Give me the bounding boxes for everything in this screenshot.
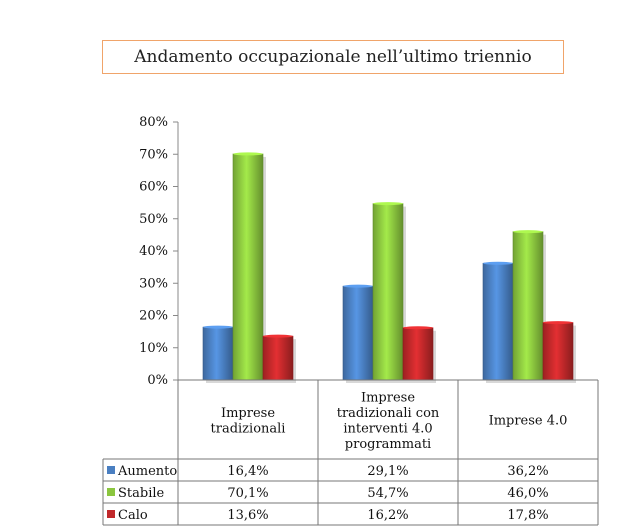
bar-calo — [262, 335, 294, 381]
data-label: 16,2% — [367, 508, 408, 523]
data-label: 29,1% — [367, 464, 408, 479]
legend-swatch-calo — [107, 510, 115, 518]
y-tick-label: 0% — [147, 373, 168, 388]
bar-top — [263, 334, 293, 338]
category-label: programmati — [345, 437, 431, 452]
data-label: 17,8% — [507, 508, 548, 523]
legend-label: Stabile — [118, 486, 165, 501]
bar-stabile — [512, 231, 544, 381]
y-tick-label: 70% — [139, 147, 168, 162]
legend-swatch-aumento — [107, 466, 115, 474]
legend-swatch-stabile — [107, 488, 115, 496]
bar-top — [513, 230, 543, 234]
category-label: Imprese — [221, 406, 275, 421]
bar-calo — [402, 327, 434, 381]
bar-top — [483, 261, 513, 265]
category-label: interventi 4.0 — [343, 421, 432, 436]
data-label: 70,1% — [227, 486, 268, 501]
y-tick-label: 10% — [139, 341, 168, 356]
bar-top — [403, 326, 433, 330]
category-label: Imprese 4.0 — [489, 414, 568, 429]
category-label: tradizionali — [211, 421, 286, 436]
bar-top — [343, 284, 373, 288]
data-label: 13,6% — [227, 508, 268, 523]
data-label: 46,0% — [507, 486, 548, 501]
bar-aumento — [342, 285, 374, 381]
bar-top — [233, 152, 263, 156]
data-label: 16,4% — [227, 464, 268, 479]
bar-top — [203, 325, 233, 329]
category-label: tradizionali con — [337, 406, 440, 421]
bar-top — [373, 202, 403, 206]
y-tick-label: 40% — [139, 244, 168, 259]
bar-calo — [542, 322, 574, 381]
legend-label: Calo — [118, 508, 148, 523]
data-label: 54,7% — [367, 486, 408, 501]
y-tick-label: 50% — [139, 212, 168, 227]
y-tick-label: 60% — [139, 180, 168, 195]
y-tick-label: 30% — [139, 276, 168, 291]
y-tick-label: 80% — [139, 115, 168, 130]
bar-top — [543, 321, 573, 325]
bar-stabile — [232, 153, 264, 381]
bar-aumento — [482, 262, 514, 381]
bar-aumento — [202, 326, 234, 381]
bar-stabile — [372, 203, 404, 381]
data-label: 36,2% — [507, 464, 548, 479]
category-label: Imprese — [361, 390, 415, 405]
y-tick-label: 20% — [139, 309, 168, 324]
legend-label: Aumento — [117, 464, 177, 479]
chart-title: Andamento occupazionale nell’ultimo trie… — [102, 40, 564, 74]
